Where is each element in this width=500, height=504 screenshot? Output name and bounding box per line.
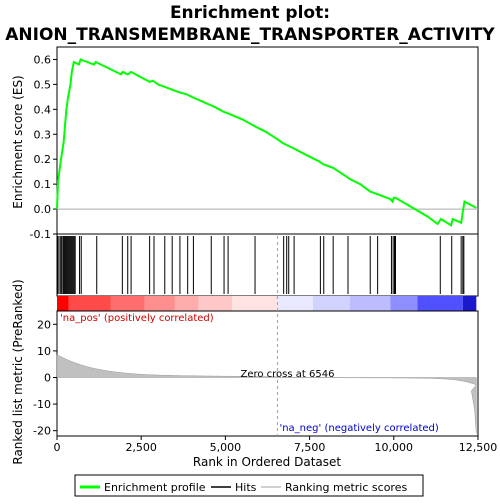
rank-band-segment	[390, 296, 418, 311]
x-tick-label: 0	[54, 441, 61, 454]
rank-band-segment	[174, 296, 199, 311]
legend-box	[74, 474, 424, 497]
rank-band-segment	[110, 296, 145, 311]
rank-band-segment	[350, 296, 391, 311]
rank-band-segment	[312, 296, 351, 311]
x-tick-label: 12,500	[459, 441, 498, 454]
es-y-tick-label: 0.1	[34, 178, 52, 191]
legend-label-profile: Enrichment profile	[104, 481, 206, 494]
es-y-tick-label: 0.2	[34, 153, 52, 166]
hits-panel-frame	[56, 233, 479, 297]
ranking-metric-area	[56, 354, 477, 434]
metric-y-tick-label: 20	[37, 318, 51, 331]
enrichment-profile-line	[56, 58, 477, 227]
metric-y-tick-label: -10	[33, 398, 51, 411]
metric-y-tick-label: -20	[33, 425, 51, 438]
x-tick-label: 5,000	[210, 441, 242, 454]
rank-band-segment	[417, 296, 463, 311]
legend-label-metric: Ranking metric scores	[285, 481, 407, 494]
rank-band-segment	[144, 296, 175, 311]
es-panel-frame	[56, 46, 479, 235]
rank-band-segment	[57, 296, 69, 311]
x-tick-label: 10,000	[375, 441, 414, 454]
x-tick-label: 2,500	[125, 441, 157, 454]
chart-title-line1: Enrichment plot:	[170, 3, 330, 23]
rank-band-segment	[68, 296, 111, 311]
rank-band-segment	[198, 296, 233, 311]
es-y-tick-label: 0.4	[34, 103, 52, 116]
es-y-tick-label: 0.5	[34, 78, 52, 91]
chart-title-line2: ANION_TRANSMEMBRANE_TRANSPORTER_ACTIVITY	[5, 25, 495, 45]
negative-correlation-label: 'na_neg' (negatively correlated)	[279, 423, 438, 434]
es-y-axis-label: Enrichment score (ES)	[11, 75, 25, 208]
rank-band-segment	[277, 296, 313, 311]
rank-band-segment	[462, 296, 477, 311]
zero-cross-label: Zero cross at 6546	[240, 369, 334, 380]
positive-correlation-label: 'na_pos' (positively correlated)	[60, 313, 214, 324]
es-y-tick-label: 0.0	[34, 203, 52, 216]
legend-label-hits: Hits	[235, 481, 257, 494]
x-axis-label: Rank in Ordered Dataset	[193, 455, 341, 469]
rank-band-segment	[232, 296, 278, 311]
metric-y-tick-label: 10	[37, 345, 51, 358]
metric-y-tick-label: 0	[44, 371, 51, 384]
x-tick-label: 7,500	[294, 441, 326, 454]
es-y-tick-label: -0.1	[30, 228, 51, 241]
es-y-tick-label: 0.3	[34, 128, 52, 141]
metric-y-axis-label: Ranked list metric (PreRanked)	[11, 279, 25, 464]
es-y-tick-label: 0.6	[34, 53, 52, 66]
